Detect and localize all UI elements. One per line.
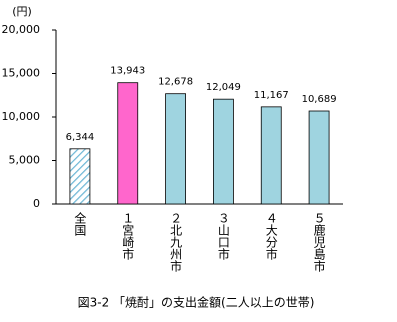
y-tick-label: 5,000 [9, 154, 41, 167]
x-tick-label: １宮崎市 [121, 212, 135, 260]
x-tick-label: ４大分市 [264, 212, 278, 260]
x-tick-label: ５鹿児島市 [312, 212, 326, 272]
chart-title: 図3-2 「焼酎」の支出金額(二人以上の世帯) [78, 295, 315, 310]
y-tick-label: 0 [33, 197, 40, 210]
bar [308, 110, 330, 205]
value-label: 12,049 [206, 82, 241, 93]
x-tick-label: ３山口市 [216, 212, 230, 260]
y-tick-label: 15,000 [2, 67, 41, 80]
value-label: 13,943 [110, 66, 145, 77]
x-tick-label: 全国 [73, 211, 87, 236]
bar [260, 106, 282, 205]
x-tick-label: ２北九州市 [169, 212, 183, 272]
value-label: 12,678 [158, 77, 193, 88]
value-label: 6,344 [66, 132, 95, 143]
y-tick-label: 10,000 [2, 110, 41, 123]
bar [69, 148, 91, 205]
value-label: 11,167 [254, 90, 289, 101]
bar [117, 82, 139, 205]
bar [165, 93, 186, 205]
y-tick-label: 20,000 [2, 23, 41, 36]
bar [213, 98, 234, 205]
value-label: 10,689 [302, 94, 337, 105]
y-axis-label: (円) [12, 5, 32, 18]
